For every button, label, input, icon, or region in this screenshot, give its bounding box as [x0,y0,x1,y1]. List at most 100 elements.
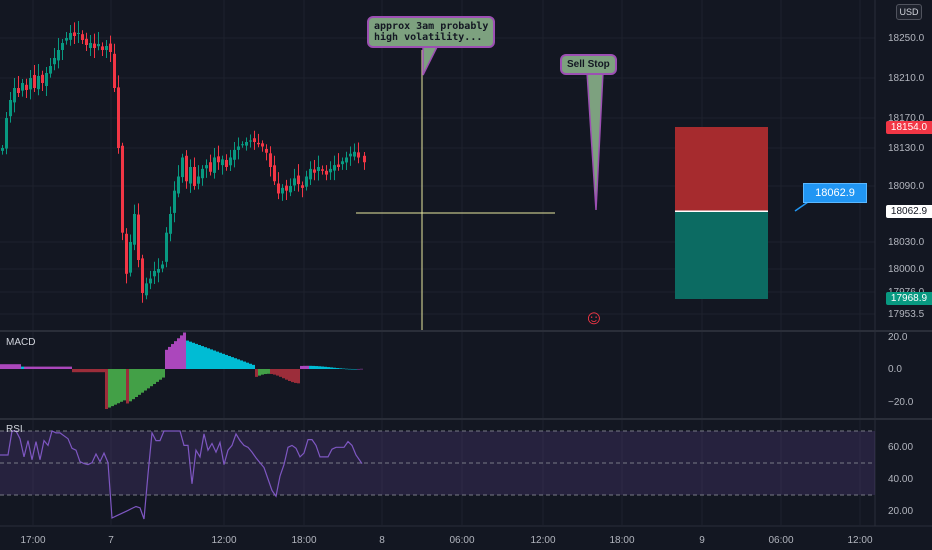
macd-bar [351,368,354,370]
candle-body [201,168,204,179]
candle-body [149,278,152,284]
candle-body [145,283,148,296]
candle-body [113,53,116,88]
candle-body [273,165,276,182]
candle-body [25,84,28,90]
macd-bar [30,366,33,369]
macd-bar [156,369,159,382]
macd-bar [327,367,330,369]
candle-body [321,169,324,171]
candle-body [93,43,96,48]
candle-body [29,78,32,90]
candle-body [153,270,156,277]
macd-bar [144,369,147,391]
candle-body [297,175,300,185]
macd-bar [258,369,261,376]
annotation-volatility[interactable]: approx 3am probably high volatility... [367,16,496,48]
cursor-connector [794,201,809,212]
macd-bar [198,344,201,369]
candle-body [133,214,136,245]
macd-bar [234,358,237,369]
macd-bar [195,343,198,369]
macd-bar [171,344,174,369]
macd-bar [231,357,234,369]
macd-bar [288,369,291,382]
smiley-icon[interactable]: ☺ [583,307,605,329]
candle-body [1,148,4,151]
macd-bar [12,364,15,369]
macd-bar [213,350,216,369]
macd-bar [219,352,222,369]
macd-bar [192,342,195,369]
candle-body [41,74,44,83]
macd-bar [249,363,252,369]
macd-bar [150,369,153,387]
macd-bar [243,361,246,369]
macd-bar [222,353,225,369]
macd-bar [261,369,264,375]
rsi-tick-label: 20.00 [888,506,913,517]
price-tick-label: 18000.0 [888,264,925,275]
candle-body [293,178,296,186]
macd-bar [42,366,45,369]
candle-body [129,242,132,273]
macd-bar [96,369,99,373]
macd-bar [3,364,6,369]
candle-body [209,162,212,172]
macd-bar [147,369,150,389]
annotation-sell-stop[interactable]: Sell Stop [560,54,617,75]
macd-tick-label: −20.0 [888,397,914,408]
candle-body [285,185,288,191]
sell-stop-pointer [586,71,604,211]
candle-body [69,33,72,40]
candle-body [241,144,244,146]
macd-bar [357,368,360,370]
candle-body [57,50,60,61]
macd-bar [204,347,207,369]
candle-body [17,88,20,93]
macd-bar [36,366,39,369]
macd-bar [360,368,363,370]
price-tag-entry: 18062.9 [886,205,932,218]
macd-bar [57,366,60,369]
candle-body [253,138,256,142]
candle-body [281,187,284,194]
candle-body [173,190,176,213]
price-tick-label: 17953.5 [888,309,925,320]
macd-bar [84,369,87,373]
candle-body [169,214,172,234]
x-tick-label: 12:00 [211,535,236,546]
x-tick-label: 12:00 [530,535,555,546]
macd-bar [99,369,102,373]
price-tick-label: 18030.0 [888,237,925,248]
macd-bar [255,369,258,377]
macd-bar [336,368,339,369]
cursor-price-label[interactable]: 18062.9 [803,183,867,203]
macd-bar [312,365,315,369]
candle-body [213,157,216,173]
macd-bar [114,369,117,405]
currency-badge[interactable]: USD [896,4,922,20]
x-tick-label: 9 [699,535,705,546]
macd-bar [177,338,180,369]
macd-bar [225,354,228,369]
candle-body [73,32,76,36]
macd-bar [237,359,240,369]
macd-bar [210,349,213,369]
macd-bar [345,368,348,370]
price-tick-label: 18170.0 [888,113,925,124]
candle-body [85,38,88,45]
macd-bar [27,366,30,369]
macd-bar [267,369,270,374]
macd-bar [282,369,285,379]
candle-body [197,176,200,184]
candle-body [97,44,100,47]
price-tick-label: 18250.0 [888,33,925,44]
macd-bar [297,369,300,384]
macd-bar [60,366,63,369]
position-reward-zone [675,211,768,299]
rsi-tick-label: 40.00 [888,474,913,485]
x-tick-label: 7 [108,535,114,546]
candle-body [13,88,16,103]
